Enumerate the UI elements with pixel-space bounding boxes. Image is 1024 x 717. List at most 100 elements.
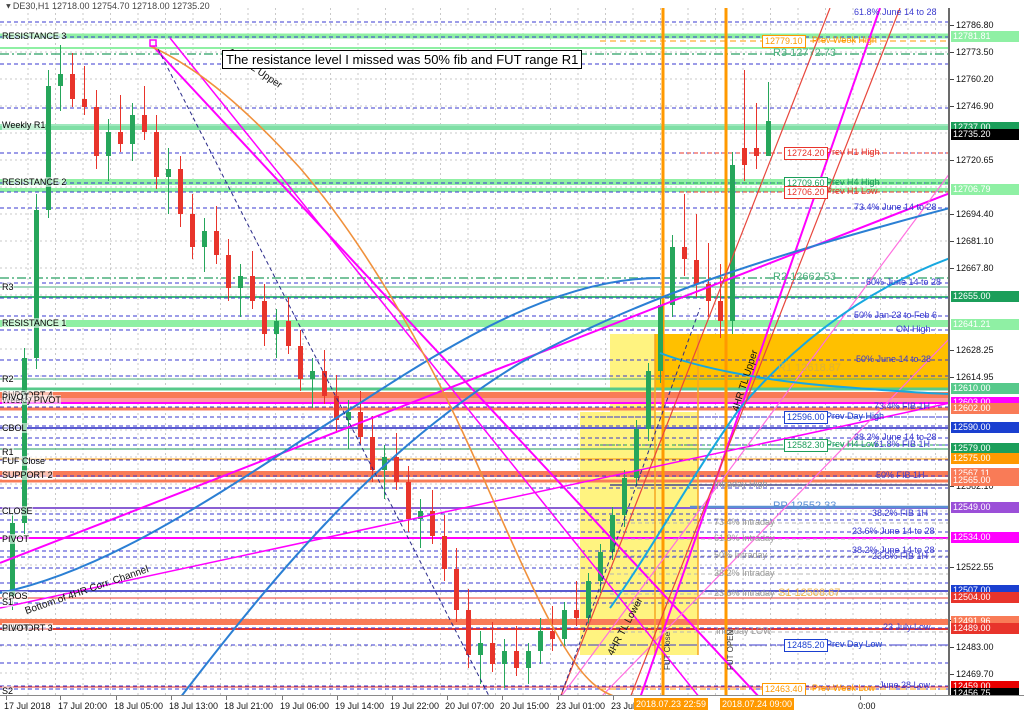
candle xyxy=(622,8,627,695)
price-tick-label: 12469.70 xyxy=(956,669,994,679)
candle xyxy=(490,8,495,695)
price-level-label: 12590.00 xyxy=(951,422,1019,433)
price-tick-label: 12760.20 xyxy=(956,74,994,84)
price-tickmark xyxy=(950,486,954,487)
candle xyxy=(142,8,147,695)
time-label: 19 Jul 06:00 xyxy=(280,701,330,711)
time-label: 20 Jul 07:00 xyxy=(445,701,495,711)
left-level-label: S2 xyxy=(2,686,14,695)
candle xyxy=(454,8,459,695)
candle xyxy=(10,8,15,695)
price-tick-label: 12681.10 xyxy=(956,236,994,246)
price-level-label: 12567.11 xyxy=(951,468,1019,479)
left-level-label: S1 xyxy=(2,597,14,607)
price-tick-label: 12773.50 xyxy=(956,47,994,57)
price-level-label: 12565.00 xyxy=(951,475,1019,486)
time-tickmark xyxy=(282,696,283,700)
price-tick-label: 12786.80 xyxy=(956,20,994,30)
price-tickmark xyxy=(950,241,954,242)
candle xyxy=(646,8,651,695)
left-level-label: R3 xyxy=(2,282,14,292)
price-level-label: 12507.00 xyxy=(951,585,1019,596)
candle xyxy=(550,8,555,695)
price-tag: 12582.30 xyxy=(784,439,828,452)
candle xyxy=(94,8,99,695)
plot-area[interactable]: RESISTANCE 3 Weekly R1 RESISTANCE 2 R3 RESIS… xyxy=(0,8,950,695)
candle xyxy=(358,8,363,695)
vertical-marker-label: FUT Close xyxy=(663,631,672,670)
time-label: 18 Jul 13:00 xyxy=(169,701,219,711)
candle xyxy=(310,8,315,695)
candle xyxy=(730,8,735,695)
candle xyxy=(466,8,471,695)
time-marker-badge: 2018.07.23 22:59 xyxy=(634,698,709,710)
price-level-label: 12579.00 xyxy=(951,443,1019,454)
candle xyxy=(322,8,327,695)
time-label: 17 Jul 2018 xyxy=(4,701,51,711)
candle xyxy=(346,8,351,695)
left-level-label: RESISTANCE 2 xyxy=(2,177,67,187)
price-scale[interactable]: 12786.80 12773.50 12760.20 12746.90 12720.65… xyxy=(948,8,1024,699)
candle xyxy=(178,8,183,695)
price-level-label: 12655.00 xyxy=(951,291,1019,302)
time-marker-badge: 2018.07.24 09:00 xyxy=(720,698,795,710)
price-tag: 12485.20 xyxy=(784,639,828,652)
candle xyxy=(130,8,135,695)
price-tag: 12779.10 xyxy=(762,35,806,48)
price-tick-label: 12667.80 xyxy=(956,263,994,273)
candle xyxy=(718,8,723,695)
price-tick-label: 12694.40 xyxy=(956,209,994,219)
candle xyxy=(430,8,435,695)
ohlc-values: 12718.00 12754.70 12718.00 12735.20 xyxy=(51,1,210,11)
price-level-label: 12610.00 xyxy=(951,383,1019,394)
fib-level-label: 61.8% June 14 to 28 xyxy=(854,8,937,17)
fib-level-label: 23.6% FIB 1H xyxy=(872,551,929,561)
price-tick-label: 12522.55 xyxy=(956,562,994,572)
symbol-label: DE30,H1 xyxy=(12,1,50,11)
price-level-label: 12641.21 xyxy=(951,319,1019,330)
candle xyxy=(298,8,303,695)
candle xyxy=(202,8,207,695)
left-level-label: CBOS xyxy=(2,591,28,601)
candle xyxy=(166,8,171,695)
candle xyxy=(418,8,423,695)
price-tickmark xyxy=(950,52,954,53)
candle xyxy=(262,8,267,695)
candle xyxy=(46,8,51,695)
fib-level-label: 38.2% June 14 to 28 xyxy=(854,432,937,442)
price-tag: 12724.20 xyxy=(784,147,828,160)
time-tickmark xyxy=(6,696,7,700)
price-level-label: 12602.00 xyxy=(951,403,1019,414)
left-level-label: FUF Close xyxy=(2,456,46,466)
time-tickmark xyxy=(171,696,172,700)
intraday-fib-label: 23.6% Intraday xyxy=(714,588,775,598)
candle xyxy=(118,8,123,695)
candle xyxy=(562,8,567,695)
price-level-label: 12534.00 xyxy=(951,532,1019,543)
price-tickmark xyxy=(950,674,954,675)
price-tickmark xyxy=(950,350,954,351)
chart-annotation-label: PP 12552.33 xyxy=(773,500,837,512)
left-level-label: CBOL xyxy=(2,423,27,433)
left-level-label: RESISTANCE 3 xyxy=(2,31,67,41)
chart-text-annotation[interactable]: The resistance level I missed was 50% fi… xyxy=(222,50,583,69)
price-tag: 12463.40 xyxy=(762,683,806,695)
caret-down-icon[interactable]: ▼ xyxy=(4,1,13,11)
candle xyxy=(70,8,75,695)
fib-level-label: June 28 Low xyxy=(879,680,931,690)
price-tickmark xyxy=(950,377,954,378)
candle xyxy=(502,8,507,695)
candle xyxy=(658,8,663,695)
time-scale[interactable]: 17 Jul 2018 17 Jul 20:00 18 Jul 05:00 18 Ju… xyxy=(0,695,1024,717)
time-label: 0:00 xyxy=(858,701,876,711)
candle xyxy=(394,8,399,695)
left-level-label: PIVOT xyxy=(2,392,30,402)
time-tickmark xyxy=(558,696,559,700)
candle xyxy=(274,8,279,695)
candle xyxy=(610,8,615,695)
chart-annotation-label: R3 12772.73 xyxy=(773,47,836,59)
price-level-label: 12575.00 xyxy=(951,453,1019,464)
fib-level-label: 60% June 14 to 28 xyxy=(866,277,942,287)
candle xyxy=(238,8,243,695)
